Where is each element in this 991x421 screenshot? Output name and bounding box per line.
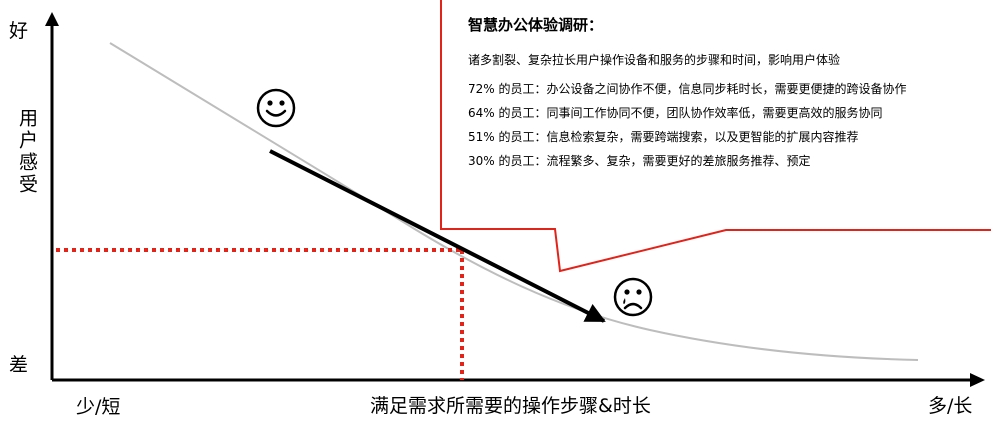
stat-line-device-collaboration: 72% 的员工：办公设备之间协作不便，信息同步耗时长，需要更便捷的跨设备协作 [468, 82, 907, 96]
x-axis-title: 满足需求所需要的操作步骤&时长 [370, 395, 651, 417]
y-axis-bottom-label: 差 [9, 354, 29, 376]
stat-line-information-search: 51% 的员工：信息检索复杂，需要跨端搜索，以及更智能的扩展内容推荐 [468, 130, 859, 144]
stat-line-workflow: 30% 的员工：流程繁多、复杂，需要更好的差旅服务推荐、预定 [468, 154, 811, 168]
y-axis-top-label: 好 [9, 20, 29, 42]
trend-arrow [269, 149, 606, 323]
x-axis-max-label: 多/长 [928, 395, 973, 417]
y-axis-title: 用户感受 [16, 108, 38, 196]
callout-title: 智慧办公体验调研： [468, 16, 604, 34]
callout-border [440, 0, 991, 273]
y-axis-arrowhead [45, 12, 59, 26]
crying-face-icon [613, 277, 653, 317]
experience-curve [109, 42, 919, 361]
stat-line-team-collaboration: 64% 的员工：同事间工作协同不便，团队协作效率低，需要更高效的服务协同 [468, 106, 883, 120]
callout-intro: 诸多割裂、复杂拉长用户操作设备和服务的步骤和时间，影响用户体验 [468, 53, 841, 67]
x-axis-arrowhead [970, 373, 985, 387]
x-axis-min-label: 少/短 [76, 396, 121, 418]
survey-callout: 智慧办公体验调研： 诸多割裂、复杂拉长用户操作设备和服务的步骤和时间，影响用户体… [468, 14, 988, 179]
smiley-face-icon [256, 88, 296, 128]
